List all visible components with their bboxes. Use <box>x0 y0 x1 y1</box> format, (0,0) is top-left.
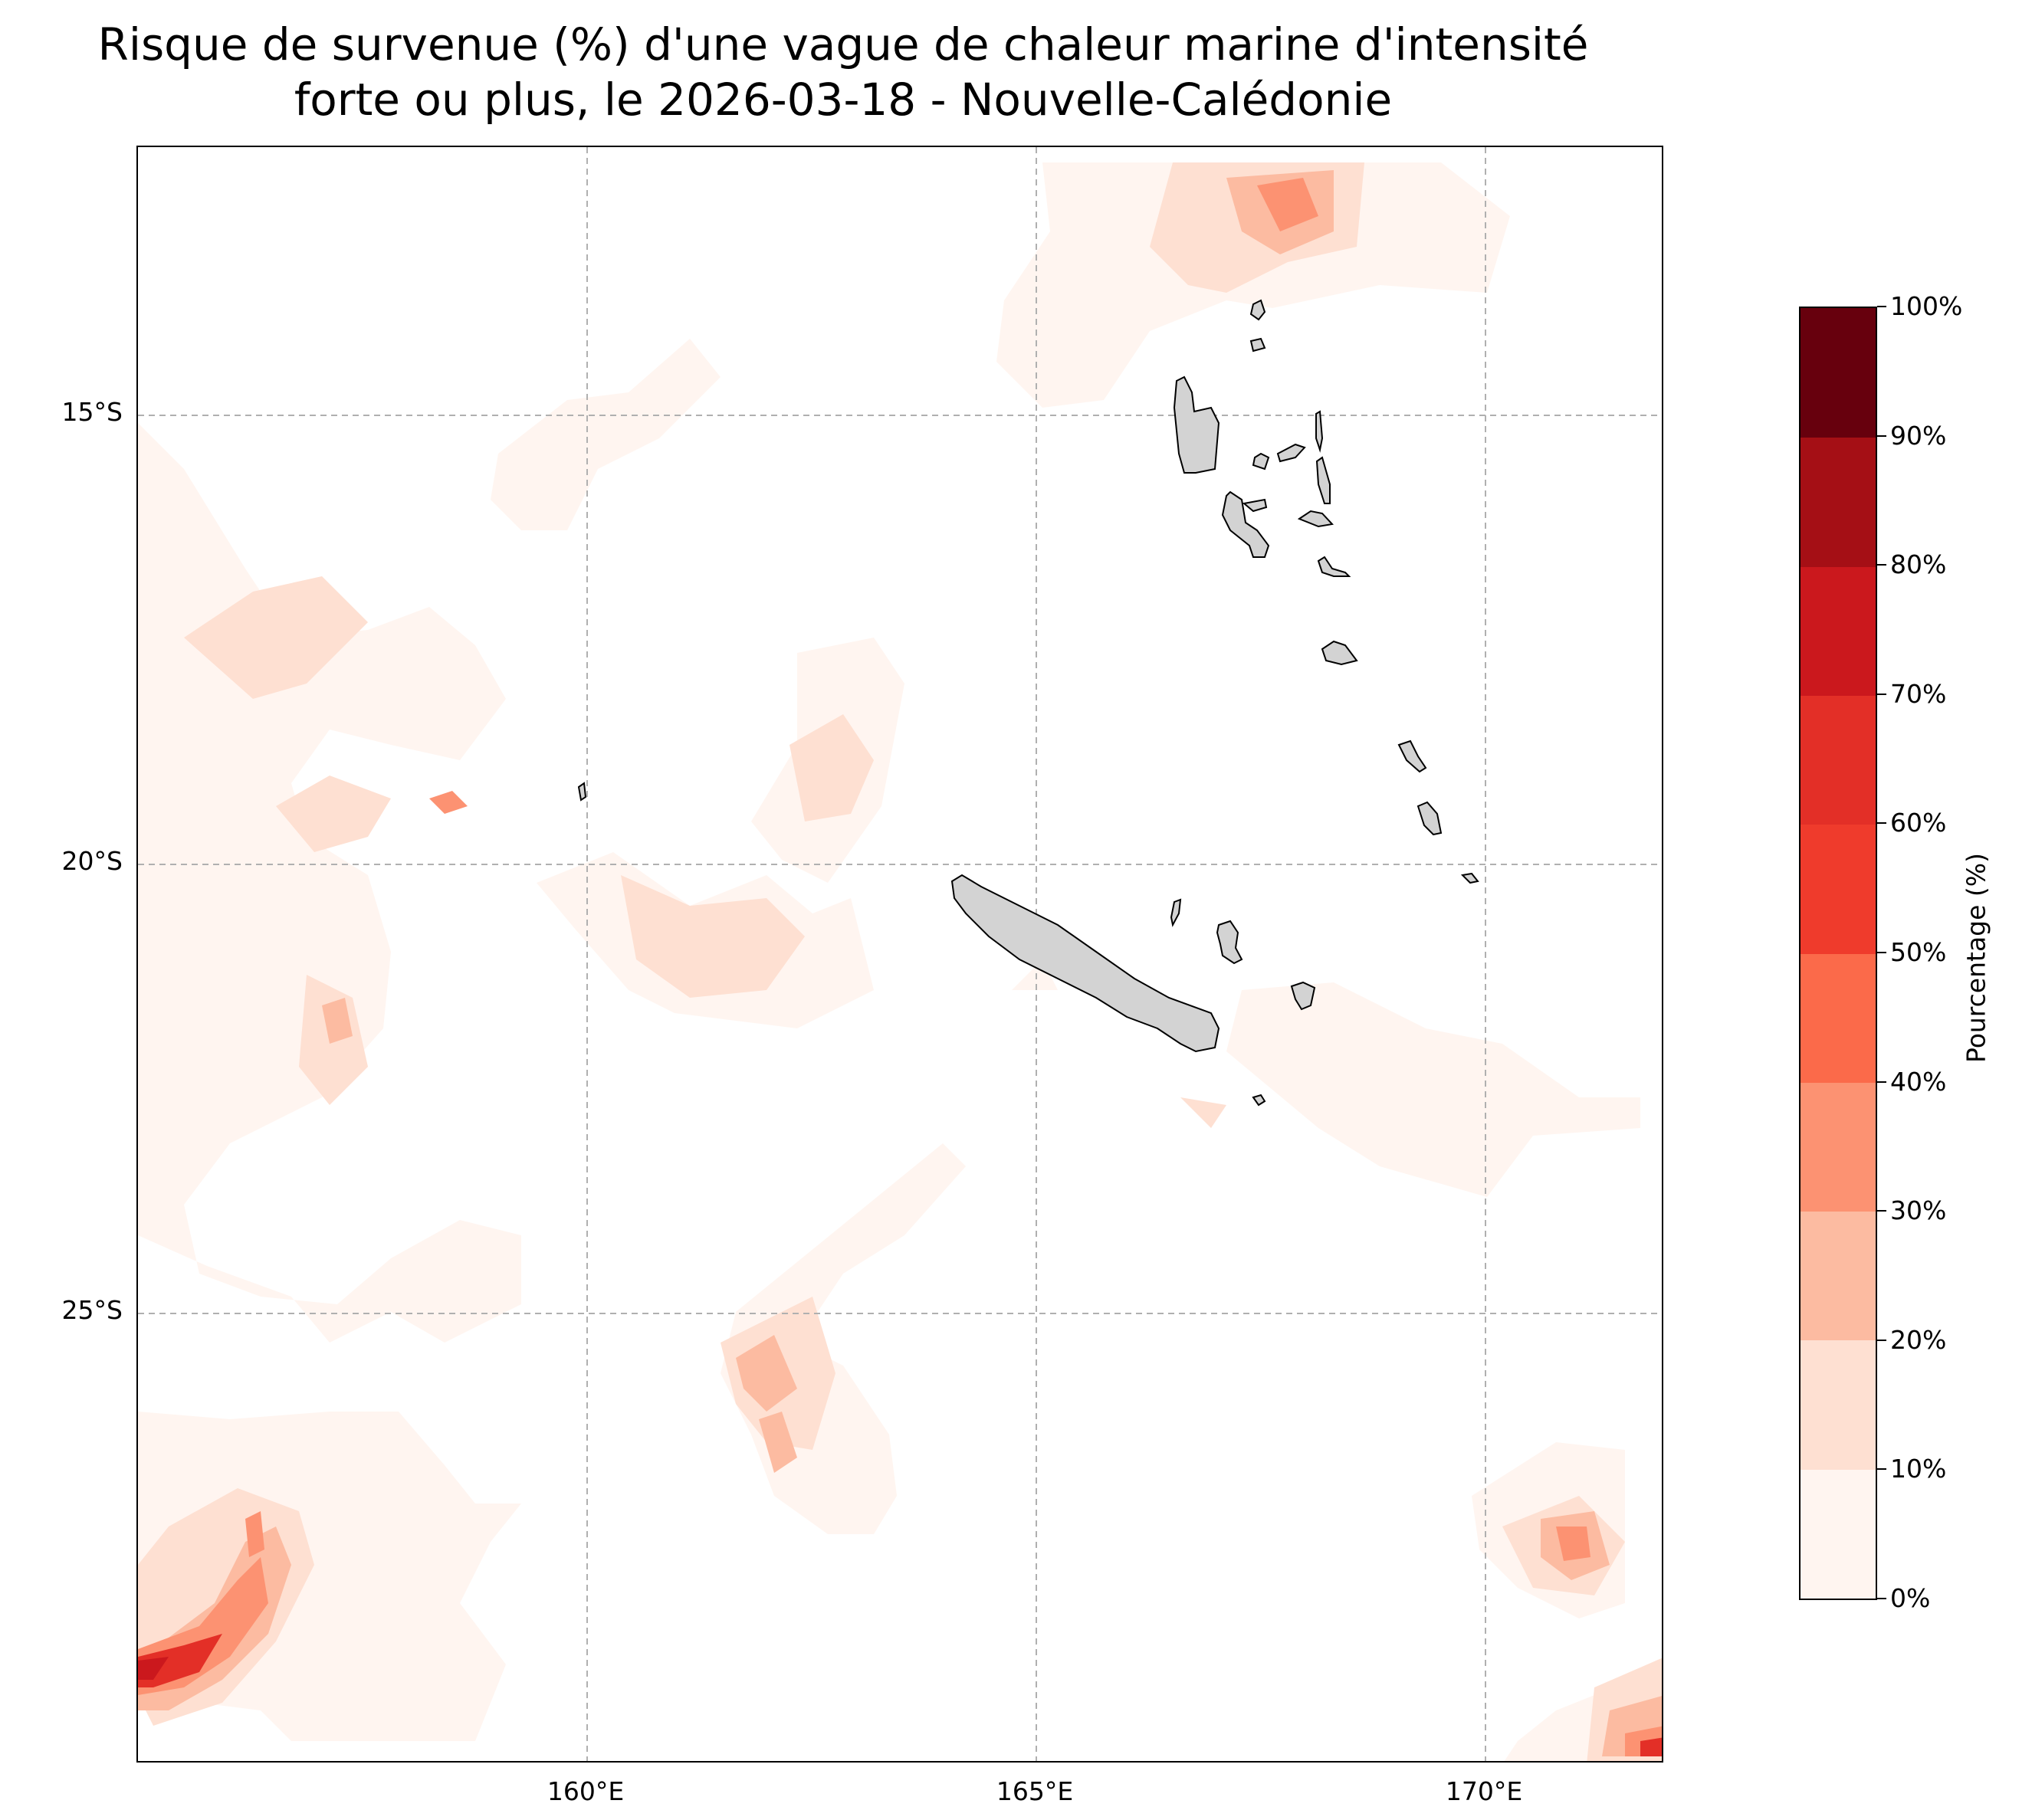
vanuatu-ambrym <box>1297 510 1334 528</box>
vanuatu-pentecost <box>1315 456 1331 504</box>
colorbar-segment <box>1801 1211 1876 1341</box>
colorbar-segment <box>1801 566 1876 696</box>
vanuatu-espiritu-santo <box>1173 375 1220 474</box>
colorbar-tick-mark <box>1877 1598 1886 1599</box>
colorbar-tick-mark <box>1877 435 1886 437</box>
grande-terre-island <box>950 874 1220 1053</box>
vanuatu-erromango <box>1397 739 1427 773</box>
colorbar-tick-label: 40% <box>1890 1066 1947 1097</box>
colorbar-tick-mark <box>1877 1339 1886 1341</box>
vanuatu-malekula <box>1221 490 1270 558</box>
chart-title: Risque de survenue (%) d'une vague de ch… <box>0 17 1686 127</box>
colorbar-tick-label: 30% <box>1890 1195 1947 1226</box>
risk-field-60 <box>138 1634 1662 1756</box>
colorbar <box>1799 307 1877 1600</box>
vanuatu-epi <box>1317 556 1351 577</box>
torres-islet-1 <box>1249 299 1266 321</box>
lifou-island <box>1216 920 1243 965</box>
isle-of-pines <box>1252 1094 1266 1107</box>
colorbar-tick-mark <box>1877 564 1886 566</box>
colorbar-segment <box>1801 308 1876 438</box>
colorbar-tick-mark <box>1877 1210 1886 1212</box>
vanuatu-maewo <box>1315 410 1324 453</box>
torres-islet-2 <box>1249 337 1266 353</box>
vanuatu-ambae <box>1276 443 1306 463</box>
colorbar-segment <box>1801 1082 1876 1212</box>
colorbar-tick-mark <box>1877 306 1886 307</box>
map-panel[interactable] <box>136 146 1663 1763</box>
chesterfield-islet <box>577 782 587 802</box>
lon-label-170e: 170°E <box>1445 1776 1523 1806</box>
colorbar-segment <box>1801 695 1876 825</box>
colorbar-tick-label: 90% <box>1890 420 1947 451</box>
vanuatu-islet-2 <box>1242 498 1268 513</box>
colorbar-tick-label: 60% <box>1890 808 1947 838</box>
colorbar-segment <box>1801 824 1876 954</box>
lon-label-160e: 160°E <box>547 1776 625 1806</box>
colorbar-tick-label: 50% <box>1890 937 1947 967</box>
vanuatu-aneityum <box>1460 872 1479 884</box>
colorbar-segment <box>1801 1469 1876 1599</box>
colorbar-title: Pourcentage (%) <box>1961 852 1991 1064</box>
mare-island <box>1290 981 1316 1011</box>
map-canvas <box>138 147 1662 1761</box>
colorbar-segment <box>1801 437 1876 567</box>
colorbar-tick-label: 100% <box>1890 291 1963 321</box>
risk-field-70 <box>138 1657 169 1680</box>
colorbar-tick-label: 80% <box>1890 549 1947 580</box>
colorbar-tick-label: 10% <box>1890 1454 1947 1484</box>
title-line-1: Risque de survenue (%) d'une vague de ch… <box>97 18 1589 71</box>
colorbar-segment <box>1801 1340 1876 1470</box>
colorbar-tick-mark <box>1877 1468 1886 1471</box>
vanuatu-islet-1 <box>1252 452 1270 471</box>
ouvea-island <box>1170 898 1182 927</box>
vanuatu-efate <box>1321 640 1358 666</box>
lon-label-165e: 165°E <box>996 1776 1074 1806</box>
vanuatu-tanna <box>1416 801 1443 836</box>
lat-label-15s: 15°S <box>61 397 123 427</box>
colorbar-tick-label: 0% <box>1890 1583 1931 1613</box>
lat-label-25s: 25°S <box>61 1295 123 1325</box>
title-line-2: forte ou plus, le 2026-03-18 - Nouvelle-… <box>294 74 1393 126</box>
land-masses <box>577 299 1479 1107</box>
colorbar-tick-mark <box>1877 822 1886 825</box>
risk-field-10 <box>138 162 1662 1761</box>
colorbar-tick-mark <box>1877 952 1886 953</box>
colorbar-tick-mark <box>1877 693 1886 695</box>
colorbar-tick-label: 20% <box>1890 1324 1947 1355</box>
lat-label-20s: 20°S <box>61 846 123 876</box>
colorbar-tick-mark <box>1877 1081 1886 1083</box>
colorbar-tick-label: 70% <box>1890 678 1947 709</box>
colorbar-segment <box>1801 953 1876 1083</box>
